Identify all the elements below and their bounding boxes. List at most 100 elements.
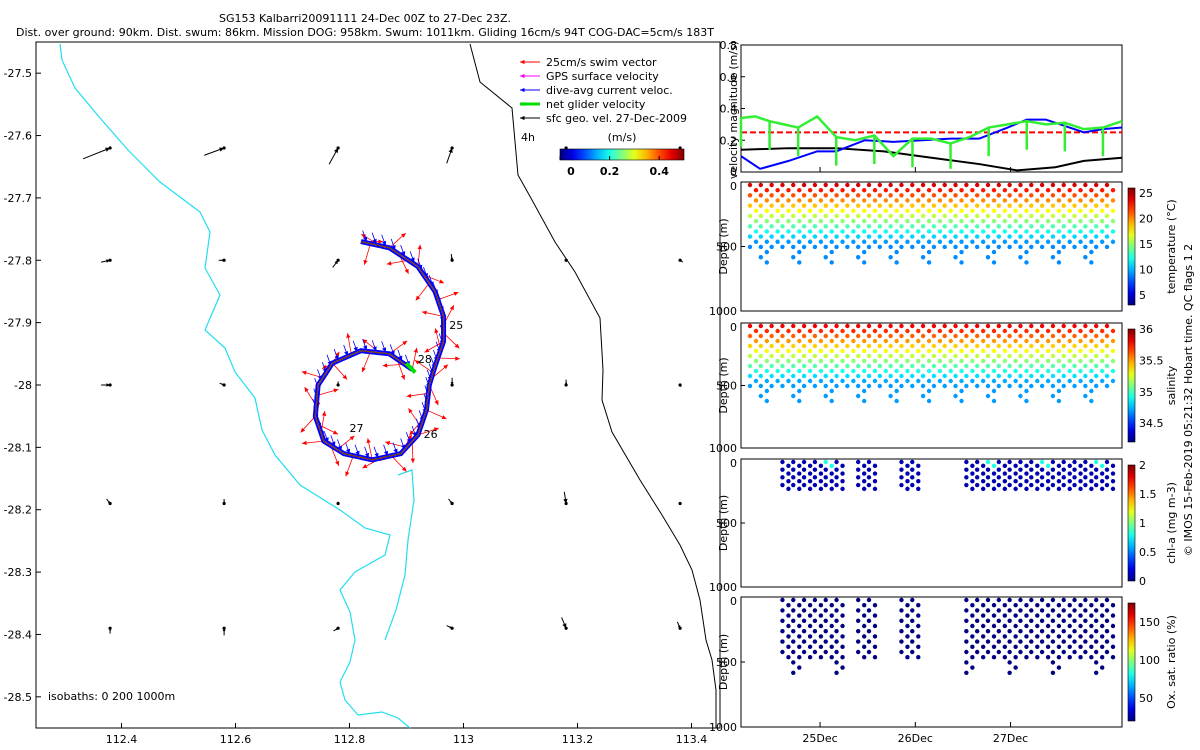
section-data-point [855,639,861,644]
section-data-point [1099,613,1105,618]
section-data-point [1002,479,1008,484]
section-data-point [866,182,872,188]
section-data-point [877,343,883,349]
section-data-point [985,629,991,634]
section-data-point [1104,475,1110,480]
section-data-point [1013,218,1018,224]
section-data-point [953,393,958,399]
section-data-point [894,187,899,193]
section-data-point [1089,187,1094,193]
section-data-point [991,229,997,234]
section-data-point [840,463,845,469]
section-data-point [991,198,997,203]
section-data-point [851,338,856,344]
map-x-tick-label: 113.2 [562,733,594,746]
section-data-point [801,333,807,339]
section-data-point [991,486,997,492]
section-data-point [996,373,1002,379]
section-data-point [1045,479,1051,484]
section-data-point [1099,328,1105,334]
section-data-point [942,373,947,379]
section-data-point [1039,629,1045,634]
depth-axis-label: Depth (m) [717,357,730,413]
section-data-point [1039,343,1045,349]
section-data-point [1072,244,1077,250]
section-data-point [899,618,904,623]
section-data-point [1002,218,1008,224]
section-data-point [991,613,997,618]
section-data-point [855,255,861,260]
section-data-point [866,193,872,198]
section-data-point [959,378,964,384]
section-data-point [1039,482,1045,488]
geo-velocity-vector [204,146,226,156]
section-data-point [1018,333,1023,339]
section-data-point [791,193,796,198]
section-data-point [861,613,867,618]
section-data-point [996,597,1002,603]
section-data-point [1067,187,1072,193]
section-data-point [1067,348,1072,354]
section-data-point [942,234,947,239]
section-data-point [1110,613,1116,618]
map-x-tick-label: 112.4 [106,733,138,746]
swim-vector [415,282,430,301]
section-data-point [877,383,883,389]
geo-velocity-vector [450,377,454,387]
section-data-point [840,603,845,608]
section-data-point [1067,368,1072,374]
section-data-point [899,639,904,644]
section-data-point [866,639,872,644]
section-data-point [812,629,818,634]
section-data-point [1056,218,1062,224]
section-data-point [829,198,834,203]
depth-axis-label: Depth (m) [717,634,730,690]
section-data-point [780,467,785,472]
section-data-point [855,393,861,399]
section-data-point [1099,603,1105,608]
section-data-point [1050,482,1056,488]
section-data-point [872,378,878,384]
section-data-point [920,224,926,229]
section-data-point [1002,378,1008,384]
section-data-point [753,208,759,213]
section-data-point [855,618,861,623]
section-data-point [991,358,997,364]
section-data-point [980,229,986,234]
section-data-point [855,193,861,198]
section-data-point [1013,239,1018,244]
section-data-point [812,373,818,379]
section-data-point [1050,333,1056,339]
section-data-point [834,353,839,359]
section-data-point [764,229,770,234]
day-label: 27 [350,422,364,435]
isobath-legend-label: isobaths: 0 200 1000m [48,690,175,703]
section-data-point [1104,224,1110,229]
section-data-point [812,459,818,465]
section-data-point [1104,608,1110,613]
section-data-point [926,260,932,265]
section-data-point [1089,623,1094,629]
section-data-point [964,629,969,634]
section-data-point [823,373,828,379]
section-data-point [786,187,791,193]
section-data-point [818,348,824,354]
section-data-point [775,218,780,224]
section-data-point [991,463,997,469]
section-data-point [964,475,969,480]
section-data-point [1093,482,1099,488]
section-data-point [866,224,872,229]
section-data-point [823,649,828,655]
section-data-point [823,467,828,472]
section-data-point [959,388,964,394]
section-data-point [899,343,904,349]
section-data-point [840,644,845,649]
section-data-point [1110,368,1116,374]
section-data-point [861,218,867,224]
section-data-point [764,358,770,364]
depth-tick-label: 500 [716,517,737,530]
map-y-tick-label: -27.6 [4,130,32,143]
section-data-point [1035,338,1040,344]
section-data-point [872,603,878,608]
section-data-point [948,328,953,334]
